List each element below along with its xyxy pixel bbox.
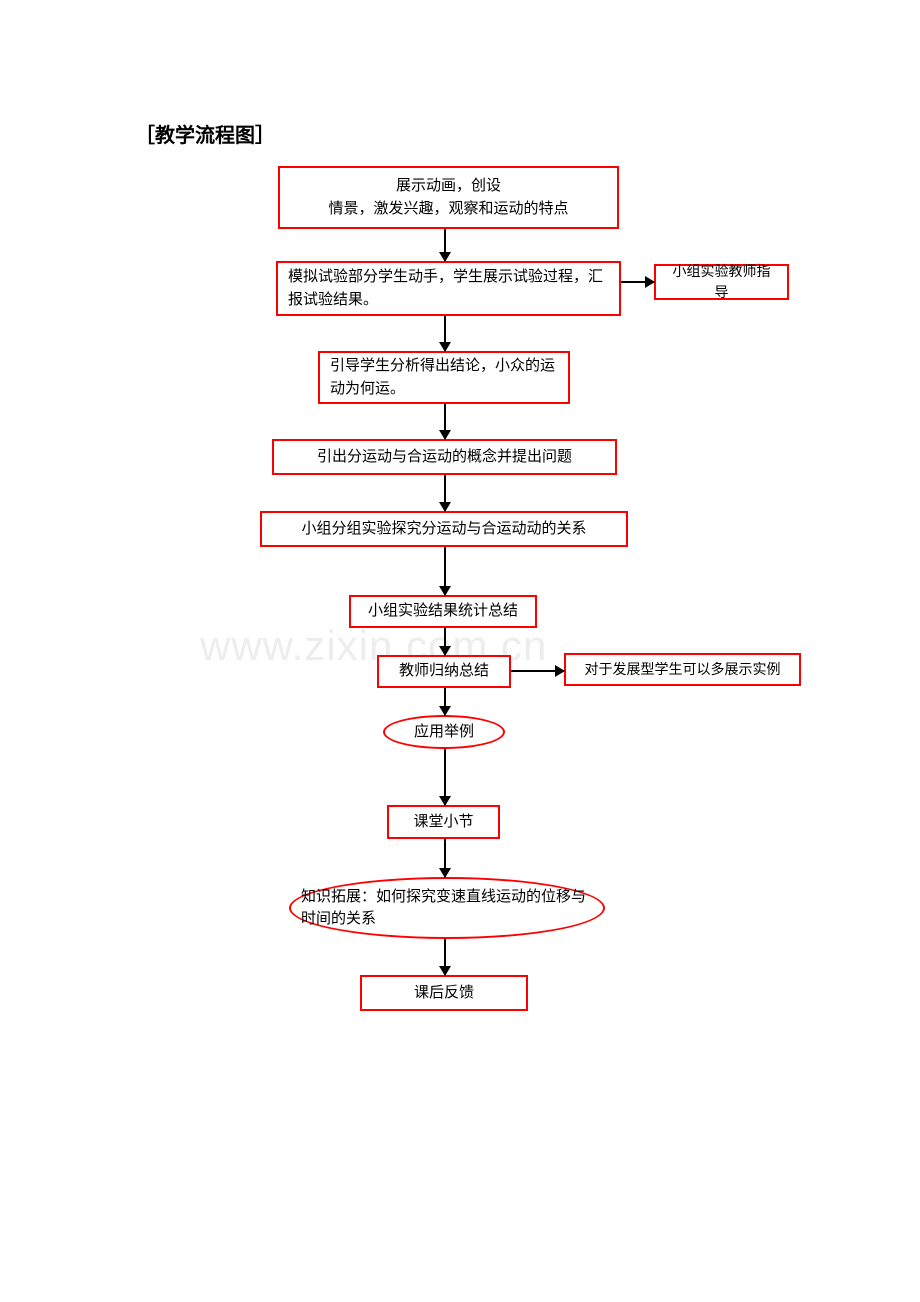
flow-node-n6: 小组实验结果统计总结 [349, 595, 537, 628]
flow-node-label: 小组实验教师指导 [656, 255, 787, 309]
flow-node-n11: 课后反馈 [360, 975, 528, 1011]
arrow-down-1 [444, 316, 446, 351]
flow-node-n1: 展示动画，创设情景，激发兴趣，观察和运动的特点 [278, 166, 619, 229]
page-title: ［教学流程图］ [135, 119, 275, 148]
arrow-right-0 [621, 281, 654, 283]
flow-node-label: 引导学生分析得出结论，小众的运动为何运。 [320, 349, 568, 406]
arrow-down-8 [444, 839, 446, 877]
arrow-down-3 [444, 475, 446, 511]
flow-node-label: 展示动画，创设情景，激发兴趣，观察和运动的特点 [318, 169, 578, 226]
arrow-right-1 [511, 670, 564, 672]
flow-node-n3: 引导学生分析得出结论，小众的运动为何运。 [318, 351, 570, 404]
flow-node-n4: 引出分运动与合运动的概念并提出问题 [272, 439, 617, 475]
flow-node-label: 课堂小节 [403, 805, 483, 840]
arrow-down-4 [444, 547, 446, 595]
flow-node-label: 知识拓展：如何探究变速直线运动的位移与时间的关系 [291, 880, 603, 937]
flowchart-container: www.zixin.com.cn ［教学流程图］ 展示动画，创设情景，激发兴趣，… [0, 0, 920, 1302]
arrow-down-0 [444, 229, 446, 261]
flow-node-label: 引出分运动与合运动的概念并提出问题 [307, 440, 582, 475]
flow-node-label: 小组分组实验探究分运动与合运动动的关系 [291, 512, 596, 547]
flow-node-n5: 小组分组实验探究分运动与合运动动的关系 [260, 511, 628, 547]
flow-node-label: 教师归纳总结 [389, 654, 499, 689]
arrow-down-9 [444, 939, 446, 975]
flow-node-label: 对于发展型学生可以多展示实例 [575, 653, 791, 686]
flow-node-n7: 教师归纳总结 [377, 655, 511, 688]
flow-node-n10: 知识拓展：如何探究变速直线运动的位移与时间的关系 [289, 877, 605, 939]
flow-node-label: 课后反馈 [404, 976, 484, 1011]
arrow-down-5 [444, 628, 446, 655]
flow-node-label: 模拟试验部分学生动手，学生展示试验过程，汇报试验结果。 [278, 260, 619, 317]
flow-node-label: 应用举例 [404, 715, 484, 750]
arrow-down-7 [444, 749, 446, 805]
flow-node-n8: 应用举例 [383, 715, 505, 749]
arrow-down-6 [444, 688, 446, 715]
flow-node-n2s: 小组实验教师指导 [654, 264, 789, 300]
flow-node-n7s: 对于发展型学生可以多展示实例 [564, 653, 801, 686]
arrow-down-2 [444, 404, 446, 439]
flow-node-n2: 模拟试验部分学生动手，学生展示试验过程，汇报试验结果。 [276, 261, 621, 316]
flow-node-label: 小组实验结果统计总结 [358, 594, 528, 629]
flow-node-n9: 课堂小节 [387, 805, 500, 839]
